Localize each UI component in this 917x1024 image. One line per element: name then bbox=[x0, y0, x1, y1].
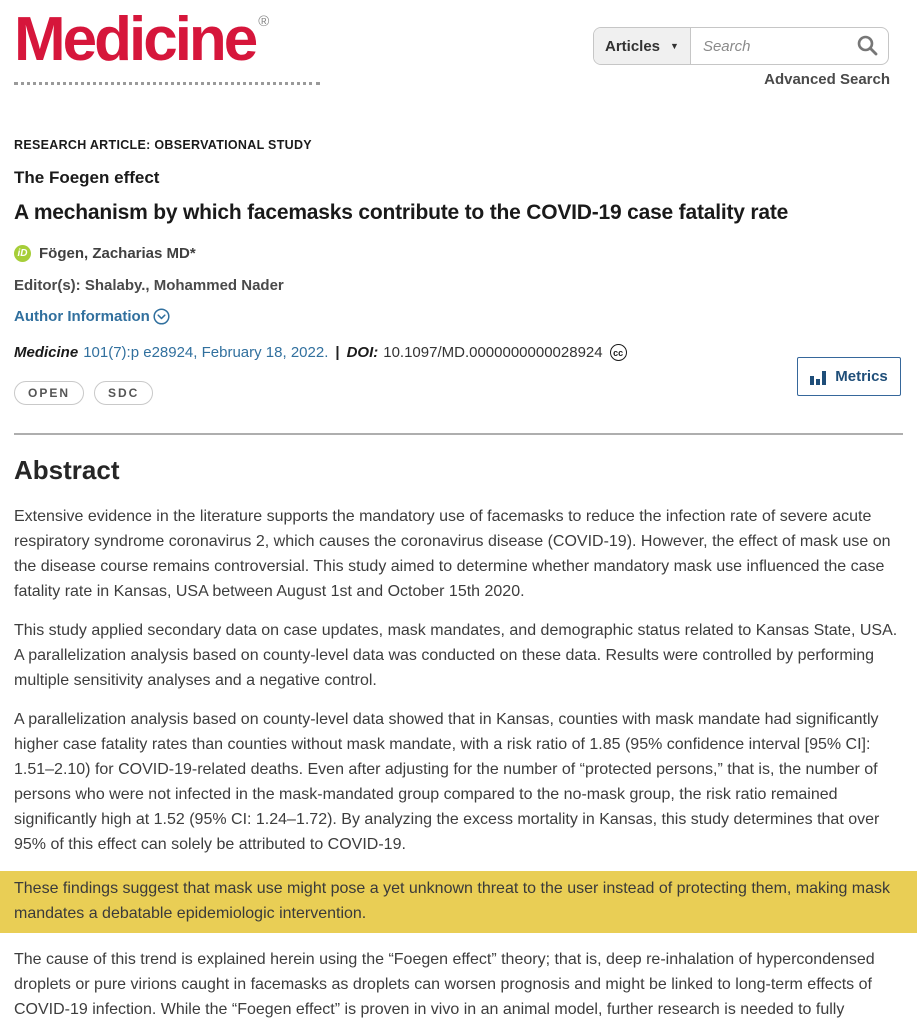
metrics-button[interactable]: Metrics bbox=[797, 357, 901, 396]
abstract-paragraph-methods: This study applied secondary data on cas… bbox=[14, 622, 898, 689]
search-icon bbox=[855, 33, 879, 60]
logo-dotted-underline bbox=[14, 82, 320, 85]
site-header: Medicine® Articles ▼ Advanced Search bbox=[0, 0, 917, 100]
expand-chevron-icon bbox=[153, 308, 170, 325]
author-row: iD Fögen, Zacharias MD* bbox=[14, 245, 903, 262]
orcid-icon[interactable]: iD bbox=[14, 245, 31, 262]
author-information-label: Author Information bbox=[14, 308, 150, 325]
abstract-paragraph-background: Extensive evidence in the literature sup… bbox=[14, 508, 891, 600]
citation-separator: | bbox=[335, 344, 340, 361]
article-title: The Foegen effect bbox=[14, 168, 160, 187]
citation-line: Medicine 101(7):p e28924, February 18, 2… bbox=[14, 344, 903, 361]
article-content: RESEARCH ARTICLE: OBSERVATIONAL STUDY Th… bbox=[0, 138, 917, 405]
citation-issue-link[interactable]: 101(7):p e28924, February 18, 2022. bbox=[83, 344, 329, 361]
advanced-search-link[interactable]: Advanced Search bbox=[764, 71, 890, 88]
doi-value: 10.1097/MD.0000000000028924 bbox=[383, 344, 603, 361]
highlighted-conclusion: These findings suggest that mask use mig… bbox=[0, 871, 917, 933]
chevron-down-icon: ▼ bbox=[670, 41, 679, 51]
author-name[interactable]: Fögen, Zacharias MD* bbox=[39, 245, 196, 262]
search-box: Articles ▼ bbox=[593, 27, 889, 65]
doi-label: DOI: bbox=[346, 344, 379, 361]
abstract-paragraph-closing: The cause of this trend is explained her… bbox=[14, 951, 875, 1018]
search-button[interactable] bbox=[853, 28, 888, 64]
highlighted-text: These findings suggest that mask use mig… bbox=[14, 880, 891, 922]
medicine-logo[interactable]: Medicine ® bbox=[14, 0, 320, 85]
article-category: RESEARCH ARTICLE: OBSERVATIONAL STUDY bbox=[14, 138, 312, 152]
abstract-heading: Abstract bbox=[14, 455, 120, 485]
author-information-link[interactable]: Author Information bbox=[14, 308, 170, 325]
citation-journal: Medicine bbox=[14, 344, 79, 361]
search-scope-label: Articles bbox=[605, 37, 661, 55]
sdc-badge: SDC bbox=[94, 381, 154, 405]
registered-trademark: ® bbox=[258, 13, 270, 30]
badge-row: OPEN SDC bbox=[14, 381, 903, 405]
abstract-section: Abstract Extensive evidence in the liter… bbox=[0, 455, 917, 1024]
abstract-paragraph-results: A parallelization analysis based on coun… bbox=[14, 711, 880, 853]
bar-chart-icon bbox=[810, 369, 827, 385]
search-input[interactable] bbox=[690, 28, 853, 64]
article-subtitle: A mechanism by which facemasks contribut… bbox=[14, 201, 789, 224]
section-divider bbox=[14, 433, 903, 435]
logo-text: Medicine bbox=[14, 5, 258, 74]
editors-line: Editor(s): Shalaby., Mohammed Nader bbox=[14, 277, 284, 294]
metrics-label: Metrics bbox=[835, 368, 888, 385]
open-access-badge: OPEN bbox=[14, 381, 85, 405]
creative-commons-icon[interactable]: cc bbox=[609, 344, 627, 361]
search-scope-dropdown[interactable]: Articles ▼ bbox=[594, 28, 691, 64]
